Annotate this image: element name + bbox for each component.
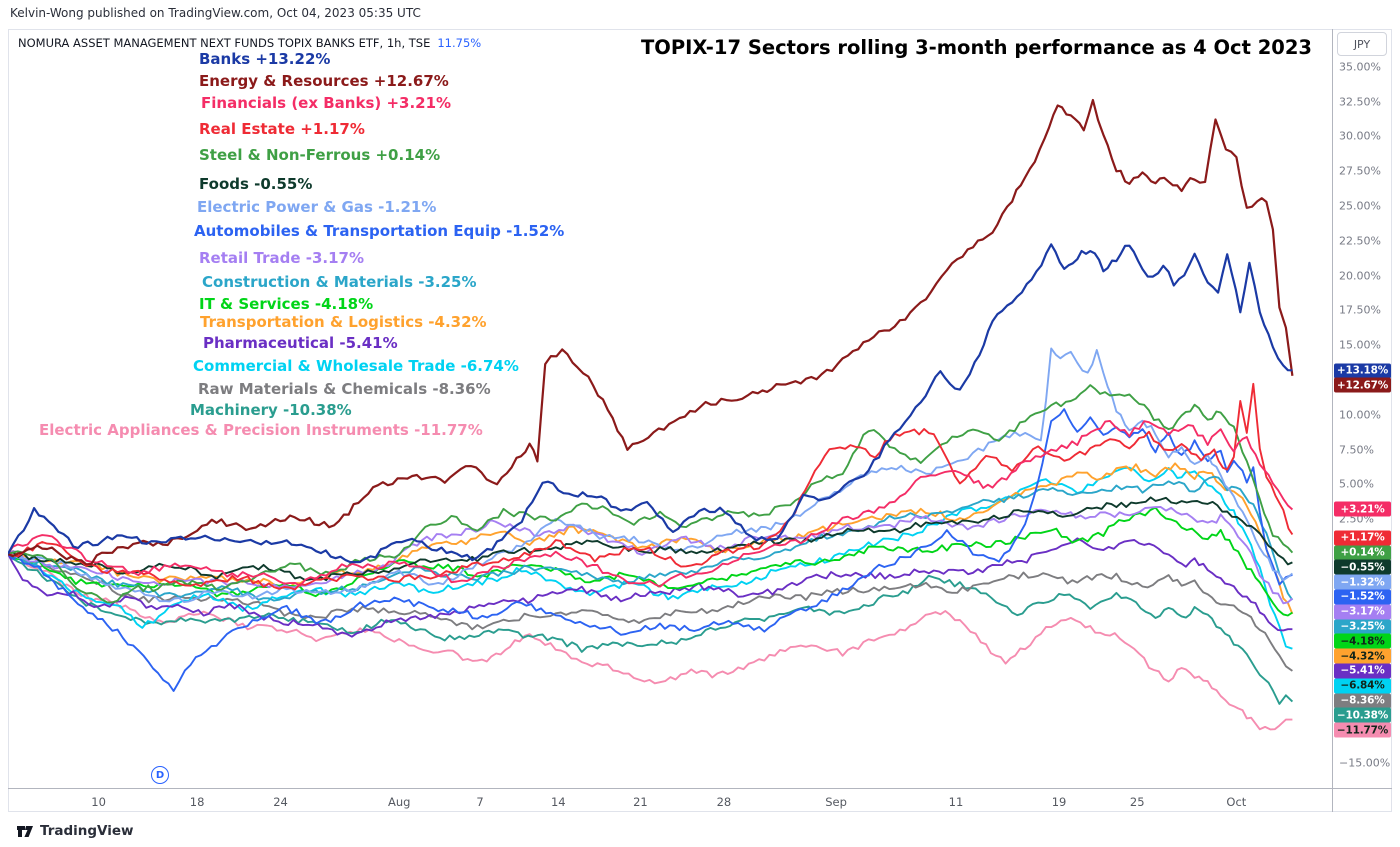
price-badge: −6.84% xyxy=(1334,678,1391,694)
legend-item-energy-resources: Energy & Resources +12.67% xyxy=(199,72,449,90)
price-tick: 22.50% xyxy=(1339,234,1381,248)
series-line-automobiles-transportation-equip xyxy=(8,408,1293,692)
price-badge: −3.17% xyxy=(1334,604,1391,620)
price-badge: −0.55% xyxy=(1334,559,1391,575)
legend-item-steel-non-ferrous: Steel & Non-Ferrous +0.14% xyxy=(199,146,441,164)
series-line-pharmaceutical xyxy=(8,537,1293,638)
price-axis-separator xyxy=(1332,29,1333,812)
tradingview-watermark-text: TradingView xyxy=(40,823,134,839)
legend-item-retail-trade: Retail Trade -3.17% xyxy=(199,249,365,267)
symbol-change-value: 11.75% xyxy=(437,36,482,50)
legend-item-commercial-wholesale-trade: Commercial & Wholesale Trade -6.74% xyxy=(193,357,519,375)
series-line-electric-appliances-precision-instruments xyxy=(8,553,1293,731)
date-tick: 14 xyxy=(550,795,566,809)
price-tick: 35.00% xyxy=(1339,60,1381,74)
legend-item-real-estate: Real Estate +1.17% xyxy=(199,120,365,138)
date-tick: 19 xyxy=(1051,795,1067,809)
legend-item-financials-ex-banks-: Financials (ex Banks) +3.21% xyxy=(201,94,452,112)
date-tick: Oct xyxy=(1226,795,1247,809)
date-tick: Sep xyxy=(825,795,847,809)
price-badge: +13.18% xyxy=(1334,363,1391,379)
price-badge: −1.32% xyxy=(1334,574,1391,590)
series-line-machinery xyxy=(8,553,1294,705)
legend-item-pharmaceutical: Pharmaceutical -5.41% xyxy=(203,334,398,352)
tradingview-watermark[interactable]: TradingView xyxy=(16,822,134,840)
price-tick: 5.00% xyxy=(1339,477,1374,491)
tradingview-logo-icon xyxy=(17,826,33,837)
legend-item-raw-materials-chemicals: Raw Materials & Chemicals -8.36% xyxy=(198,380,491,398)
price-tick: −15.00% xyxy=(1339,756,1391,770)
price-tick: 15.00% xyxy=(1339,338,1381,352)
legend-item-electric-power-gas: Electric Power & Gas -1.21% xyxy=(197,198,437,216)
legend-item-transportation-logistics: Transportation & Logistics -4.32% xyxy=(200,313,487,331)
legend-item-electric-appliances-precision-instruments: Electric Appliances & Precision Instrume… xyxy=(39,421,483,439)
price-tick: 7.50% xyxy=(1339,443,1374,457)
date-tick: 10 xyxy=(91,795,106,809)
symbol-header[interactable]: NOMURA ASSET MANAGEMENT NEXT FUNDS TOPIX… xyxy=(18,36,481,50)
series-line-it-services xyxy=(8,506,1293,617)
price-tick: 10.00% xyxy=(1339,408,1381,422)
price-badge: +1.17% xyxy=(1334,530,1391,546)
series-line-real-estate xyxy=(8,382,1294,591)
legend-item-construction-materials: Construction & Materials -3.25% xyxy=(202,273,477,291)
price-tick: 30.00% xyxy=(1339,129,1381,143)
legend-item-foods: Foods -0.55% xyxy=(199,175,313,193)
price-badge: −4.18% xyxy=(1334,633,1391,649)
date-tick: Aug xyxy=(387,795,411,809)
legend-item-machinery: Machinery -10.38% xyxy=(190,401,352,419)
price-tick: 32.50% xyxy=(1339,95,1381,109)
price-badge: −10.38% xyxy=(1334,707,1391,723)
page-title: TOPIX-17 Sectors rolling 3-month perform… xyxy=(640,36,1312,59)
price-badge: +12.67% xyxy=(1334,377,1391,393)
date-tick: 18 xyxy=(189,795,205,809)
price-badge: −11.77% xyxy=(1334,722,1391,738)
series-line-commercial-wholesale-trade xyxy=(8,466,1293,650)
price-badge: +0.14% xyxy=(1334,545,1391,560)
date-tick: 25 xyxy=(1129,795,1145,809)
publish-byline: Kelvin-Wong published on TradingView.com… xyxy=(10,6,421,20)
symbol-title: NOMURA ASSET MANAGEMENT NEXT FUNDS TOPIX… xyxy=(18,36,431,50)
date-tick: 21 xyxy=(633,795,648,809)
series-line-banks xyxy=(8,243,1293,564)
currency-toggle-button[interactable]: JPY xyxy=(1337,32,1387,56)
date-tick: 28 xyxy=(716,795,732,809)
series-line-energy-resources xyxy=(8,98,1294,566)
legend-item-it-services: IT & Services -4.18% xyxy=(199,295,374,313)
price-badge: −3.25% xyxy=(1334,619,1391,634)
price-badge: −8.36% xyxy=(1334,693,1391,708)
legend-item-banks: Banks +13.22% xyxy=(199,50,331,68)
price-badge: +3.21% xyxy=(1334,501,1391,517)
price-badge: −5.41% xyxy=(1334,663,1391,679)
legend-item-automobiles-transportation-equip: Automobiles & Transportation Equip -1.52… xyxy=(194,222,565,240)
series-line-transportation-logistics xyxy=(8,462,1294,615)
series-line-raw-materials-chemicals xyxy=(8,550,1293,672)
price-tick: 27.50% xyxy=(1339,164,1381,178)
date-tick: 24 xyxy=(273,795,288,809)
chart-frame xyxy=(8,29,1392,812)
series-line-financials-ex-banks- xyxy=(8,419,1294,588)
dividend-marker[interactable]: D xyxy=(151,766,169,784)
price-badge: −1.52% xyxy=(1334,589,1391,605)
time-axis-separator xyxy=(8,788,1392,789)
series-line-foods xyxy=(8,496,1293,582)
date-tick: 7 xyxy=(476,795,484,809)
series-line-electric-power-gas xyxy=(8,347,1293,603)
price-tick: 25.00% xyxy=(1339,199,1381,213)
price-tick: 20.00% xyxy=(1339,269,1381,283)
series-line-steel-non-ferrous xyxy=(8,384,1294,604)
price-badge: −4.32% xyxy=(1334,648,1391,664)
date-tick: 11 xyxy=(948,795,964,809)
price-tick: 17.50% xyxy=(1339,303,1381,317)
